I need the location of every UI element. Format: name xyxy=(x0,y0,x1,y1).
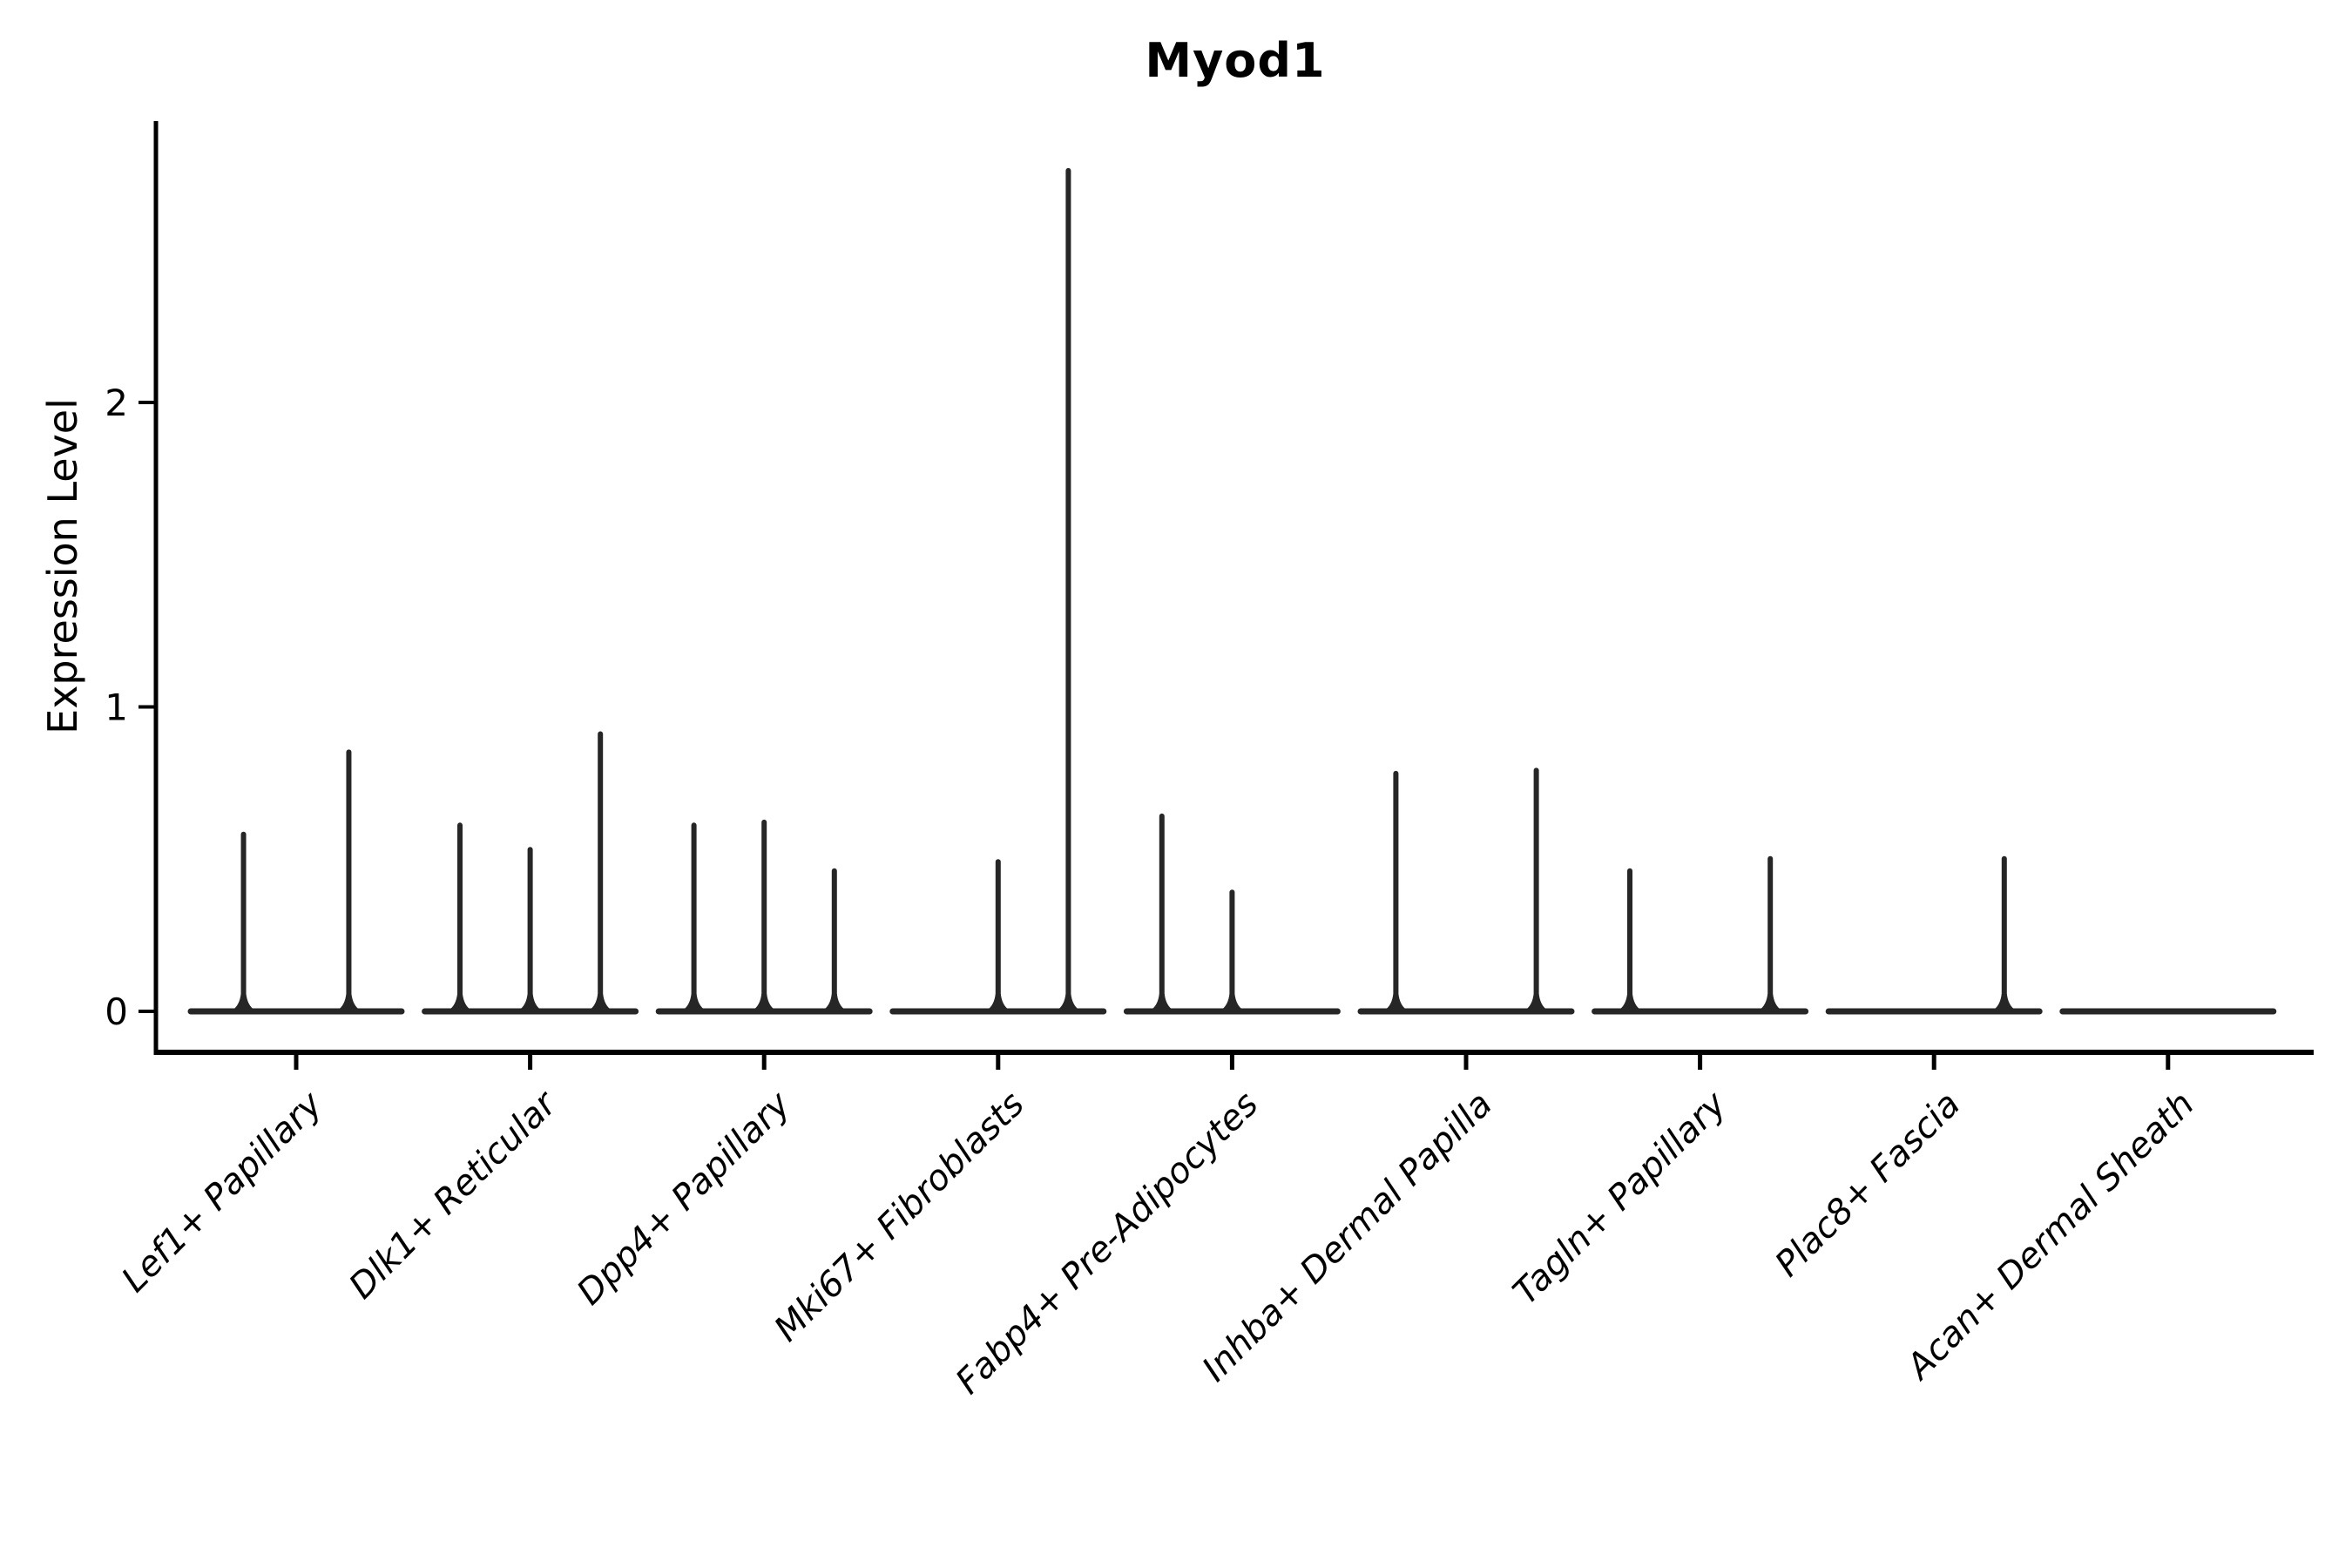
x-tick-label: Dlk1+ Reticular xyxy=(341,1083,565,1307)
y-tick-label: 0 xyxy=(105,990,128,1033)
x-tick-label: Lef1+ Papillary xyxy=(114,1084,331,1301)
y-tick-label: 1 xyxy=(105,686,128,729)
x-tick-label: Tagln+ Papillary xyxy=(1505,1084,1734,1313)
x-tick-label: Mki67+ Fibroblasts xyxy=(767,1085,1032,1350)
chart-title: Myod1 xyxy=(1145,33,1326,88)
x-tick-label: Plac8+ Fascia xyxy=(1767,1085,1968,1285)
x-tick-label: Dpp4+ Papillary xyxy=(570,1084,799,1313)
y-tick-label: 2 xyxy=(105,382,128,424)
